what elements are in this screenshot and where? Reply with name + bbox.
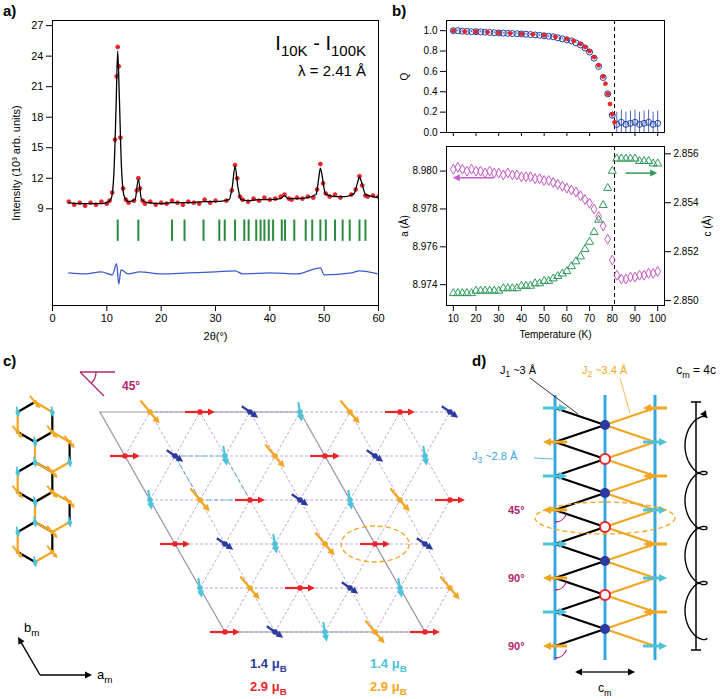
svg-text:λ = 2.41 Å: λ = 2.41 Å bbox=[298, 62, 366, 79]
svg-text:Temperature (K): Temperature (K) bbox=[519, 329, 591, 340]
svg-text:20: 20 bbox=[470, 313, 482, 324]
svg-text:80: 80 bbox=[607, 313, 619, 324]
svg-text:45°: 45° bbox=[122, 379, 140, 393]
svg-text:20: 20 bbox=[155, 312, 167, 324]
svg-text:0.8: 0.8 bbox=[424, 45, 438, 56]
svg-text:8.978: 8.978 bbox=[412, 203, 437, 214]
svg-text:8.976: 8.976 bbox=[412, 241, 437, 252]
svg-text:J3 ~2.8 Å: J3 ~2.8 Å bbox=[472, 450, 518, 465]
svg-text:bm: bm bbox=[24, 620, 39, 638]
svg-text:12: 12 bbox=[31, 172, 43, 184]
svg-text:0.6: 0.6 bbox=[424, 66, 438, 77]
svg-text:18: 18 bbox=[31, 111, 43, 123]
html-text:d): d) bbox=[472, 352, 487, 369]
svg-text:c (Å): c (Å) bbox=[701, 215, 713, 236]
svg-text:60: 60 bbox=[561, 313, 573, 324]
svg-text:90°: 90° bbox=[508, 640, 525, 652]
svg-text:90°: 90° bbox=[508, 572, 525, 584]
svg-text:a (Å): a (Å) bbox=[398, 215, 410, 237]
svg-text:Q: Q bbox=[399, 72, 410, 80]
svg-text:0: 0 bbox=[49, 312, 55, 324]
svg-text:40: 40 bbox=[516, 313, 528, 324]
svg-text:2θ(°): 2θ(°) bbox=[204, 330, 228, 342]
html-text:a): a) bbox=[3, 2, 17, 19]
svg-text:am: am bbox=[97, 667, 112, 685]
svg-text:21: 21 bbox=[31, 80, 43, 92]
svg-text:8.974: 8.974 bbox=[412, 279, 437, 290]
svg-text:2.9 μB: 2.9 μB bbox=[250, 679, 287, 697]
svg-text:30: 30 bbox=[493, 313, 505, 324]
svg-text:0.4: 0.4 bbox=[424, 86, 438, 97]
svg-text:1.4 μB: 1.4 μB bbox=[250, 656, 287, 674]
html-text:b): b) bbox=[392, 2, 407, 19]
svg-text:J1 ~3 Å: J1 ~3 Å bbox=[500, 364, 537, 379]
svg-text:2.854: 2.854 bbox=[674, 197, 699, 208]
svg-text:70: 70 bbox=[584, 313, 596, 324]
html-text:c): c) bbox=[3, 352, 17, 369]
svg-text:27: 27 bbox=[31, 19, 43, 31]
svg-text:1.0: 1.0 bbox=[424, 25, 438, 36]
svg-text:60: 60 bbox=[372, 312, 384, 324]
svg-text:2.9 μB: 2.9 μB bbox=[370, 679, 407, 697]
svg-text:0.2: 0.2 bbox=[424, 106, 438, 117]
svg-text:0.0: 0.0 bbox=[424, 127, 438, 138]
svg-text:2.850: 2.850 bbox=[674, 295, 699, 306]
svg-text:Intensity (10³ arb. units): Intensity (10³ arb. units) bbox=[10, 105, 22, 221]
svg-text:2.852: 2.852 bbox=[674, 246, 699, 257]
svg-text:45°: 45° bbox=[508, 504, 525, 516]
svg-text:J2 ~3.4 Å: J2 ~3.4 Å bbox=[582, 364, 628, 379]
svg-text:90: 90 bbox=[629, 313, 641, 324]
svg-text:1.4 μB: 1.4 μB bbox=[370, 656, 407, 674]
svg-text:50: 50 bbox=[318, 312, 330, 324]
svg-text:40: 40 bbox=[264, 312, 276, 324]
svg-text:cm = 4c: cm = 4c bbox=[676, 363, 716, 380]
svg-text:9: 9 bbox=[37, 202, 43, 214]
svg-text:100: 100 bbox=[649, 313, 666, 324]
svg-text:I10K - I100K: I10K - I100K bbox=[275, 32, 366, 59]
svg-text:2.856: 2.856 bbox=[674, 148, 699, 159]
svg-text:8.980: 8.980 bbox=[412, 165, 437, 176]
svg-text:30: 30 bbox=[209, 312, 221, 324]
svg-text:24: 24 bbox=[31, 50, 43, 62]
svg-text:50: 50 bbox=[539, 313, 551, 324]
svg-text:cm: cm bbox=[598, 681, 612, 698]
svg-text:10: 10 bbox=[448, 313, 460, 324]
svg-text:10: 10 bbox=[101, 312, 113, 324]
svg-text:15: 15 bbox=[31, 141, 43, 153]
